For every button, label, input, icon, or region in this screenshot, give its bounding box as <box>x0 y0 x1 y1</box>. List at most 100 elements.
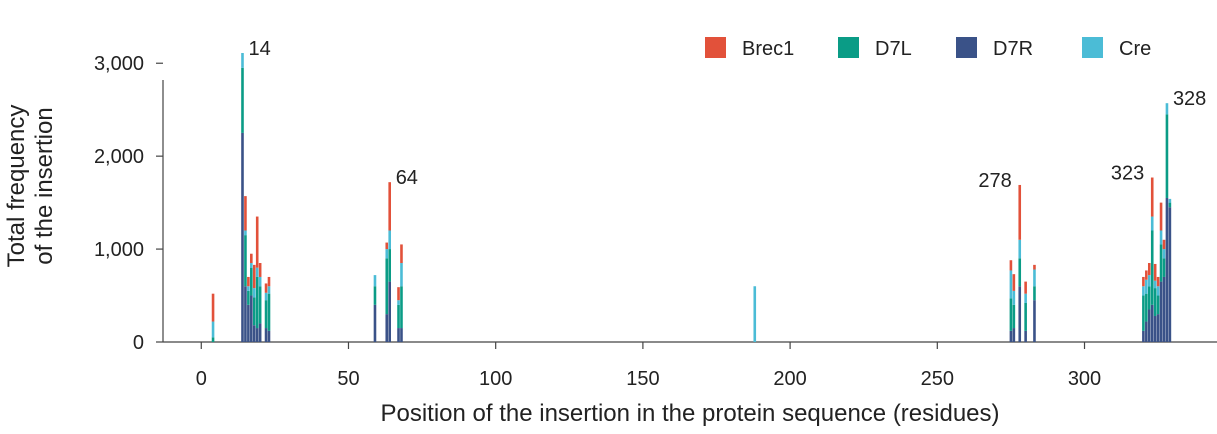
bar-segment-d7l <box>247 290 250 305</box>
bar-segment-cre <box>252 288 256 298</box>
bar-segment-d7l <box>1033 286 1036 301</box>
bar-segment-cre <box>1153 280 1157 289</box>
bar-segment-cre <box>264 292 268 301</box>
bar-segment-brec1 <box>250 253 253 264</box>
x-axis-title: Position of the insertion in the protein… <box>380 400 999 427</box>
bar-segment-cre <box>1018 239 1022 259</box>
bar-segment-d7l <box>400 286 403 329</box>
legend: Brec1 D7L D7R Cre <box>705 37 1151 60</box>
bar-segment-brec1 <box>385 242 389 250</box>
bar-segment-cre <box>1012 290 1016 305</box>
bar-segment-cre <box>1024 293 1027 303</box>
bar-segment-d7r <box>373 304 377 342</box>
bar-segment-cre <box>1009 270 1013 299</box>
bar-segment-cre <box>244 230 247 236</box>
bar-segment-d7l <box>244 235 247 287</box>
bar-segment-d7l <box>1024 302 1027 331</box>
x-tick-label: 50 <box>337 368 359 390</box>
bar-segment-brec1 <box>255 216 259 268</box>
bar-segment-brec1 <box>1142 276 1145 287</box>
y-tick-label: 3,000 <box>94 53 144 75</box>
bar-segment-d7r <box>1159 281 1163 342</box>
x-tick-label: 200 <box>773 368 806 390</box>
bar-segment-brec1 <box>1159 202 1163 231</box>
bar-segment-d7r <box>1145 321 1148 342</box>
bar-segment-d7l <box>1156 295 1160 315</box>
bar-segment-d7r <box>255 328 259 342</box>
y-tick-label: 1,000 <box>94 239 144 261</box>
bar-segment-d7l <box>397 304 400 329</box>
bar-segment-cre <box>397 300 400 305</box>
bar-segment-d7r <box>1165 197 1169 342</box>
annotations: 14 64 278 323 328 <box>248 38 1206 192</box>
bar-segment-cre <box>1162 249 1166 259</box>
bar-segment-d7r <box>1018 286 1022 342</box>
bar-segment-d7r <box>252 325 256 342</box>
bar-segment-brec1 <box>1012 274 1016 291</box>
bar-segment-brec1 <box>1153 263 1157 281</box>
bar-segment-cre <box>258 276 262 287</box>
bar-segment-d7l <box>1145 293 1148 322</box>
bar-segment-d7l <box>252 297 256 326</box>
peak-label: 328 <box>1173 88 1206 110</box>
bar-segment-d7l <box>373 286 377 305</box>
bar-segment-cre <box>388 230 391 250</box>
legend-swatch-d7l <box>838 37 859 58</box>
peak-label: 278 <box>978 170 1011 192</box>
legend-label-d7l: D7L <box>875 38 912 60</box>
bar-segment-d7l <box>385 258 389 315</box>
bar-segment-d7r <box>1156 314 1160 342</box>
peak-label: 64 <box>396 167 418 189</box>
bar-segment-brec1 <box>258 263 262 277</box>
legend-swatch-d7r <box>956 37 977 58</box>
bar-segment-d7r <box>1162 276 1166 342</box>
bar-segment-brec1 <box>1150 177 1154 217</box>
bar-segment-cre <box>1033 269 1036 287</box>
bar-segment-d7r <box>1153 315 1157 342</box>
bar-segment-cre <box>1145 279 1148 294</box>
legend-label-brec1: Brec1 <box>742 38 794 60</box>
bar-segment-d7r <box>258 323 262 342</box>
bar-segment-cre <box>211 321 215 338</box>
bar-segment-d7l <box>1018 258 1022 287</box>
bar-segment-d7l <box>1168 202 1172 208</box>
x-axis: 0 50 100 150 200 250 300 <box>163 341 1217 390</box>
bar-segment-cre <box>1147 275 1151 287</box>
bar-segment-d7l <box>255 276 259 329</box>
bar-segment-d7r <box>1150 304 1154 342</box>
bar-segment-brec1 <box>267 276 271 287</box>
bar-segment-cre <box>247 286 250 291</box>
x-tick-label: 100 <box>479 368 512 390</box>
bar-segment-d7l <box>1162 258 1166 277</box>
bar-segment-cre <box>753 286 757 342</box>
x-tick-label: 300 <box>1068 368 1101 390</box>
bar-segment-d7r <box>1012 328 1016 342</box>
legend-label-cre: Cre <box>1119 38 1151 60</box>
bar-segment-brec1 <box>247 276 250 287</box>
bar-segment-d7r <box>244 286 247 342</box>
bar-segment-cre <box>255 267 259 277</box>
peak-label: 323 <box>1111 163 1144 185</box>
bar-segment-brec1 <box>1147 263 1151 276</box>
legend-swatch-brec1 <box>705 37 726 58</box>
bar-segment-d7l <box>250 267 253 296</box>
bar-segment-d7l <box>1147 286 1151 310</box>
bar-segment-cre <box>1159 230 1163 245</box>
bar-segment-d7r <box>247 304 250 342</box>
bar-segment-cre <box>1168 198 1172 203</box>
bar-segment-brec1 <box>397 287 400 301</box>
bar-segment-cre <box>385 249 389 259</box>
bar-segment-cre <box>1165 103 1169 115</box>
bar-segment-cre <box>1142 286 1145 296</box>
x-tick-label: 150 <box>626 368 659 390</box>
bar-segment-d7r <box>241 132 244 342</box>
bar-segment-d7l <box>241 67 244 133</box>
bar-segment-cre <box>373 275 377 287</box>
bar-segment-d7l <box>211 337 215 342</box>
bar-segment-d7l <box>1150 230 1154 305</box>
x-tick-label: 250 <box>921 368 954 390</box>
bar-segment-d7r <box>264 328 268 342</box>
bar-segment-d7l <box>1009 298 1013 331</box>
bar-segment-brec1 <box>244 196 247 231</box>
